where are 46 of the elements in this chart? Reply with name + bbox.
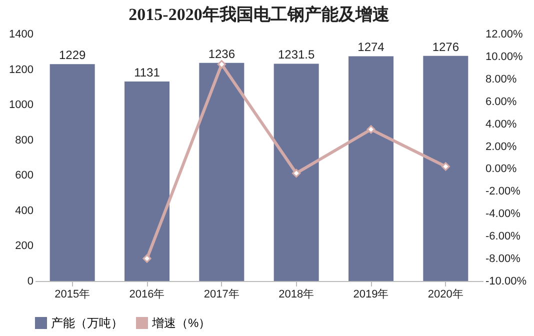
y2-tick-label: 2.00% xyxy=(486,140,517,153)
y-tick-label: 1400 xyxy=(9,28,34,40)
x-tick-label: 2017年 xyxy=(204,288,240,300)
y2-tick-label: -4.00% xyxy=(486,208,521,220)
point xyxy=(142,254,152,263)
bar xyxy=(199,62,244,281)
y2-tick-label: 4.00% xyxy=(486,118,517,130)
legend-label: 增速（%） xyxy=(151,316,211,330)
y2-tick-label: 8.00% xyxy=(486,73,517,86)
point xyxy=(292,168,301,178)
y2-tick-label: 10.00% xyxy=(486,50,524,63)
y2-tick-label: -10.00% xyxy=(486,276,527,288)
x-tick-label: 2019年 xyxy=(353,288,389,300)
data-label: 1131 xyxy=(134,65,160,80)
data-label: 1274 xyxy=(358,40,385,54)
y-tick-label: 400 xyxy=(15,204,34,217)
bar xyxy=(348,56,394,281)
y-tick-label: 1000 xyxy=(9,99,34,112)
y2-tick-label: -2.00% xyxy=(486,186,521,198)
y-tick-label: 0 xyxy=(27,276,34,288)
data-label: 1236 xyxy=(208,46,236,61)
y2-tick-label: -8.00% xyxy=(486,253,521,266)
x-tick-label: 2015年 xyxy=(54,288,90,300)
x-tick-label: 2016年 xyxy=(129,288,165,300)
point xyxy=(217,60,226,69)
bar xyxy=(423,56,468,281)
y-tick-label: 200 xyxy=(15,240,34,252)
y2-tick-label: 0.00% xyxy=(486,163,517,176)
bar xyxy=(274,64,319,281)
y-tick-label: 600 xyxy=(15,170,34,182)
y-tick-label: 800 xyxy=(15,134,34,146)
y2-tick-label: 6.00% xyxy=(486,96,517,108)
bar xyxy=(124,81,170,281)
data-label: 1229 xyxy=(58,48,86,62)
y2-tick-label: 12.00% xyxy=(486,28,524,40)
y2-tick-label: -6.00% xyxy=(486,230,521,243)
legend-label: 产能（万吨） xyxy=(51,316,123,330)
data-label: 1231.5 xyxy=(278,48,316,62)
point xyxy=(441,162,450,171)
x-tick-label: 2020年 xyxy=(428,288,464,300)
y-tick-label: 1200 xyxy=(9,64,34,76)
data-label: 1276 xyxy=(432,40,460,54)
point xyxy=(366,125,376,134)
bar xyxy=(50,64,95,281)
chart-title: 2015-2020年我国电工钢产能及增速 xyxy=(128,5,390,24)
x-tick-label: 2018年 xyxy=(278,288,314,300)
